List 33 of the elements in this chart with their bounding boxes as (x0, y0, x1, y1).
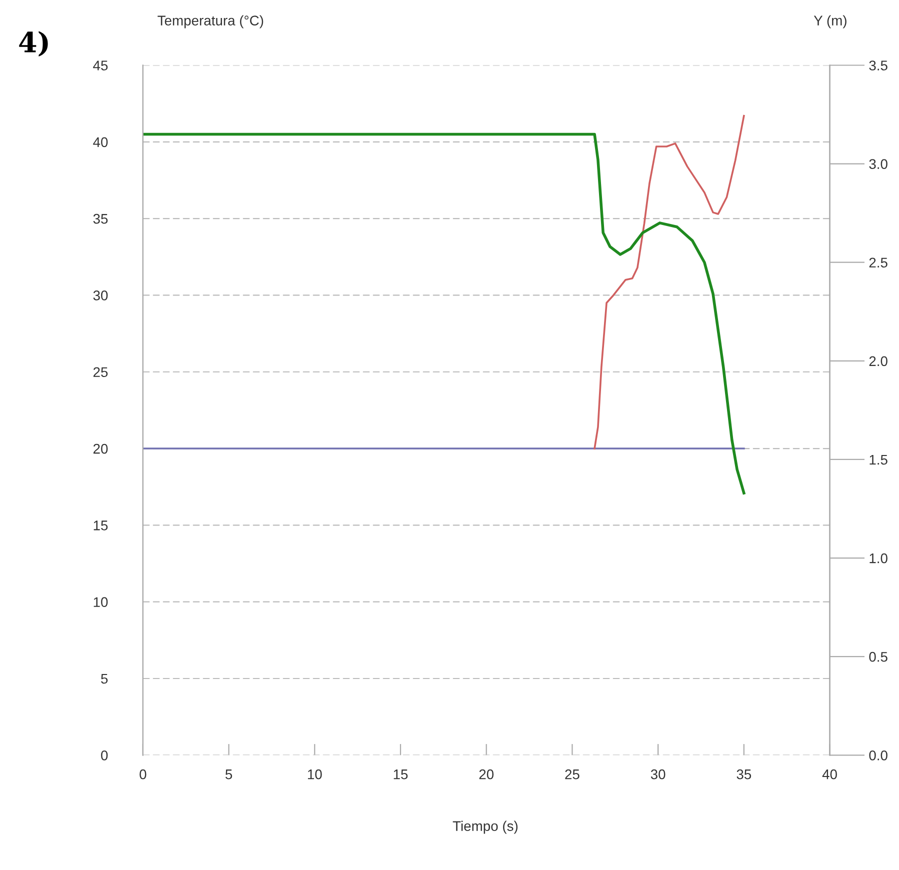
y2-tick-label: 3.5 (869, 60, 888, 70)
x-axis-title: Tiempo (s) (452, 820, 518, 834)
y2-tick-label: 2.5 (869, 258, 888, 268)
line-series (142, 132, 746, 494)
y-tick-label: 20 (93, 444, 108, 454)
y-tick-label: 40 (93, 137, 108, 148)
x-tick-label: 15 (394, 770, 408, 780)
y-tick-label: 45 (93, 60, 108, 70)
line-series (594, 114, 745, 450)
y-tick-label: 30 (93, 290, 108, 300)
y-tick-label: 35 (93, 214, 108, 224)
x-tick-label: 35 (736, 769, 752, 780)
y2-axis-title: Y (m) (814, 15, 846, 28)
x-tick-label: 0 (140, 769, 146, 780)
y2-tick-label: 1.5 (870, 454, 888, 465)
x-tick-label: 10 (308, 769, 322, 780)
chart-title: 4) (19, 31, 48, 57)
x-tick-label: 20 (479, 769, 494, 780)
y2-tick-label: 1.0 (870, 553, 888, 564)
y2-tick-label: 2.0 (869, 356, 888, 366)
y-tick-label: 10 (94, 597, 108, 608)
y-tick-label: 15 (94, 520, 108, 530)
x-tick-label: 25 (565, 769, 580, 780)
x-tick-label: 30 (650, 769, 666, 780)
x-tick-label: 5 (225, 770, 232, 780)
y2-tick-label: 0.5 (869, 652, 888, 662)
y-tick-label: 25 (93, 367, 108, 378)
y-tick-label: 0 (101, 750, 108, 760)
y-axis-title: Temperatura (°C) (158, 15, 264, 28)
x-tick-label: 40 (822, 769, 837, 780)
y-tick-label: 5 (101, 674, 108, 684)
y2-tick-label: 3.0 (869, 159, 888, 169)
y2-tick-label: 0.0 (869, 750, 888, 760)
